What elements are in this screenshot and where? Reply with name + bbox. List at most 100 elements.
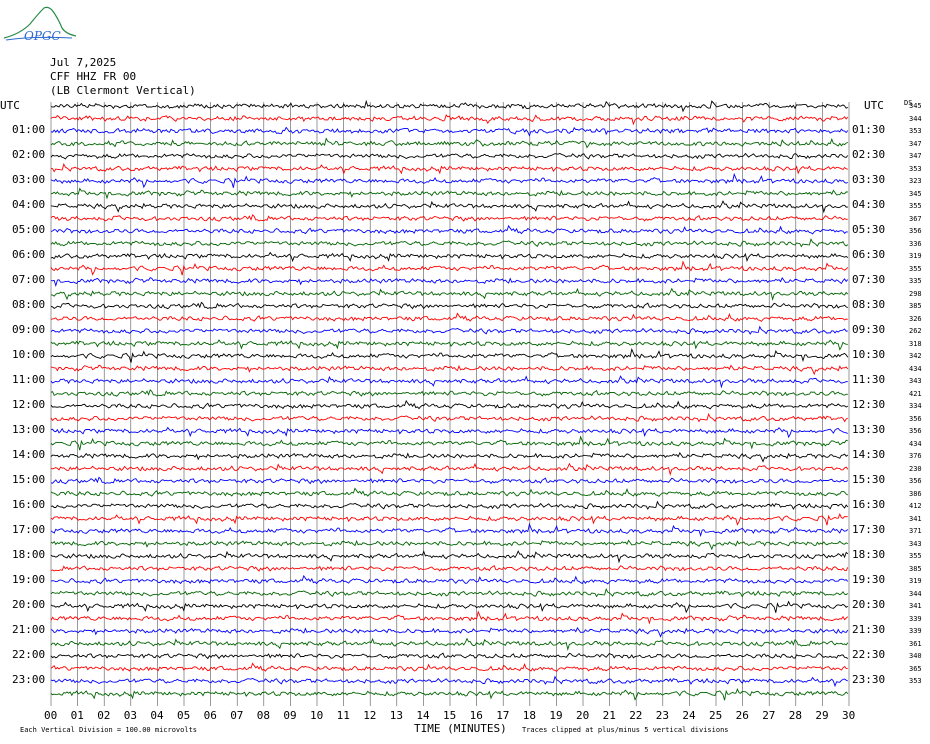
left-hour-label: 06:00 — [12, 248, 46, 261]
ds-value: 376 — [909, 452, 922, 460]
x-tick-label: 26 — [735, 709, 749, 722]
trace-37 — [50, 565, 849, 572]
left-hour-label: 01:00 — [12, 123, 46, 136]
ds-value: 356 — [909, 477, 922, 485]
trace-43 — [50, 637, 849, 651]
trace-45 — [50, 662, 848, 673]
trace-20 — [50, 347, 849, 363]
right-hour-label: 11:30 — [852, 373, 886, 386]
ds-value: 340 — [909, 652, 922, 660]
right-hour-label: 21:30 — [852, 623, 886, 636]
trace-33 — [50, 513, 848, 526]
ds-value: 345 — [909, 189, 922, 198]
left-hour-label: 19:00 — [12, 573, 46, 586]
trace-25 — [50, 412, 849, 423]
x-tick-label: 17 — [496, 709, 510, 722]
ds-value: 356 — [909, 427, 922, 435]
x-tick-label: 27 — [762, 709, 776, 722]
ds-value: 336 — [909, 239, 922, 248]
trace-12 — [50, 251, 849, 263]
left-hour-label: 22:00 — [12, 648, 46, 661]
x-tick-label: 09 — [283, 709, 297, 722]
x-tick-label: 00 — [44, 709, 58, 722]
trace-23 — [50, 389, 848, 397]
trace-31 — [50, 487, 849, 498]
trace-34 — [50, 522, 849, 538]
right-hour-label: 13:30 — [852, 423, 886, 436]
trace-10 — [50, 224, 848, 235]
ds-value: 347 — [909, 152, 922, 160]
header-location: (LB Clermont Vertical) — [50, 84, 196, 97]
x-tick-label: 29 — [815, 709, 829, 722]
x-tick-label: 21 — [602, 709, 616, 722]
trace-13 — [50, 260, 849, 276]
x-tick-label: 11 — [336, 709, 350, 722]
trace-36 — [50, 550, 849, 564]
right-hour-label: 12:30 — [852, 398, 886, 411]
trace-32 — [50, 500, 849, 510]
x-axis-label: TIME (MINUTES) — [414, 722, 507, 735]
x-tick-label: 10 — [310, 709, 324, 722]
trace-16 — [50, 301, 848, 310]
left-hour-label: 17:00 — [12, 523, 46, 536]
ds-value: 341 — [909, 602, 922, 610]
ds-value: 386 — [909, 489, 922, 498]
logo: OPGC — [2, 4, 78, 44]
x-tick-label: 13 — [389, 709, 404, 722]
left-hour-label: 21:00 — [12, 623, 46, 636]
trace-2 — [50, 126, 849, 137]
x-tick-label: 02 — [97, 709, 111, 722]
ds-value: 434 — [909, 439, 922, 448]
ds-value: 334 — [909, 402, 922, 410]
trace-5 — [50, 162, 848, 175]
x-tick-label: 25 — [709, 709, 723, 722]
ds-value: 344 — [909, 589, 922, 598]
right-hour-label: 22:30 — [852, 648, 886, 661]
left-hour-label: 13:00 — [12, 423, 46, 436]
ds-value: 341 — [909, 514, 922, 523]
ds-value: 343 — [909, 377, 922, 385]
left-hour-label: 03:00 — [12, 173, 46, 186]
right-hour-label: 10:30 — [852, 348, 886, 361]
x-tick-label: 08 — [256, 709, 271, 722]
ds-value: 339 — [909, 627, 922, 635]
left-hour-label: 12:00 — [12, 398, 46, 411]
trace-24 — [50, 399, 849, 410]
trace-27 — [50, 435, 848, 451]
x-tick-label: 16 — [469, 709, 483, 722]
ds-value: 353 — [909, 677, 922, 685]
ds-value: 371 — [909, 527, 922, 535]
left-hour-label: 09:00 — [12, 323, 46, 336]
x-tick-label: 04 — [150, 709, 164, 722]
right-hour-label: 18:30 — [852, 548, 886, 561]
left-hour-label: 11:00 — [12, 373, 46, 386]
x-tick-label: 20 — [576, 709, 590, 722]
ds-value: 365 — [909, 664, 922, 673]
ds-value: 342 — [909, 352, 922, 360]
trace-8 — [50, 200, 848, 214]
ds-value: 347 — [909, 139, 922, 148]
trace-39 — [50, 587, 849, 598]
left-hour-label: 16:00 — [12, 498, 46, 511]
ds-value: 326 — [909, 314, 922, 323]
ds-value: 344 — [909, 114, 922, 123]
ds-value: 335 — [909, 277, 922, 285]
trace-26 — [50, 426, 848, 439]
trace-42 — [50, 626, 849, 638]
x-tick-label: 01 — [70, 709, 84, 722]
right-axis-title: UTC — [864, 99, 884, 112]
ds-value: 323 — [909, 177, 922, 185]
trace-22 — [50, 375, 848, 389]
ds-value: 355 — [909, 552, 922, 560]
trace-1 — [50, 114, 849, 126]
header-date: Jul 7,2025 — [50, 56, 117, 69]
trace-46 — [50, 675, 849, 688]
trace-38 — [50, 574, 849, 585]
trace-30 — [50, 476, 849, 485]
x-tick-label: 15 — [443, 709, 457, 722]
trace-44 — [50, 652, 849, 660]
footer-right: Traces clipped at plus/minus 5 vertical … — [522, 726, 729, 734]
left-hour-label: 14:00 — [12, 448, 46, 461]
right-hour-label: 02:30 — [852, 148, 886, 161]
